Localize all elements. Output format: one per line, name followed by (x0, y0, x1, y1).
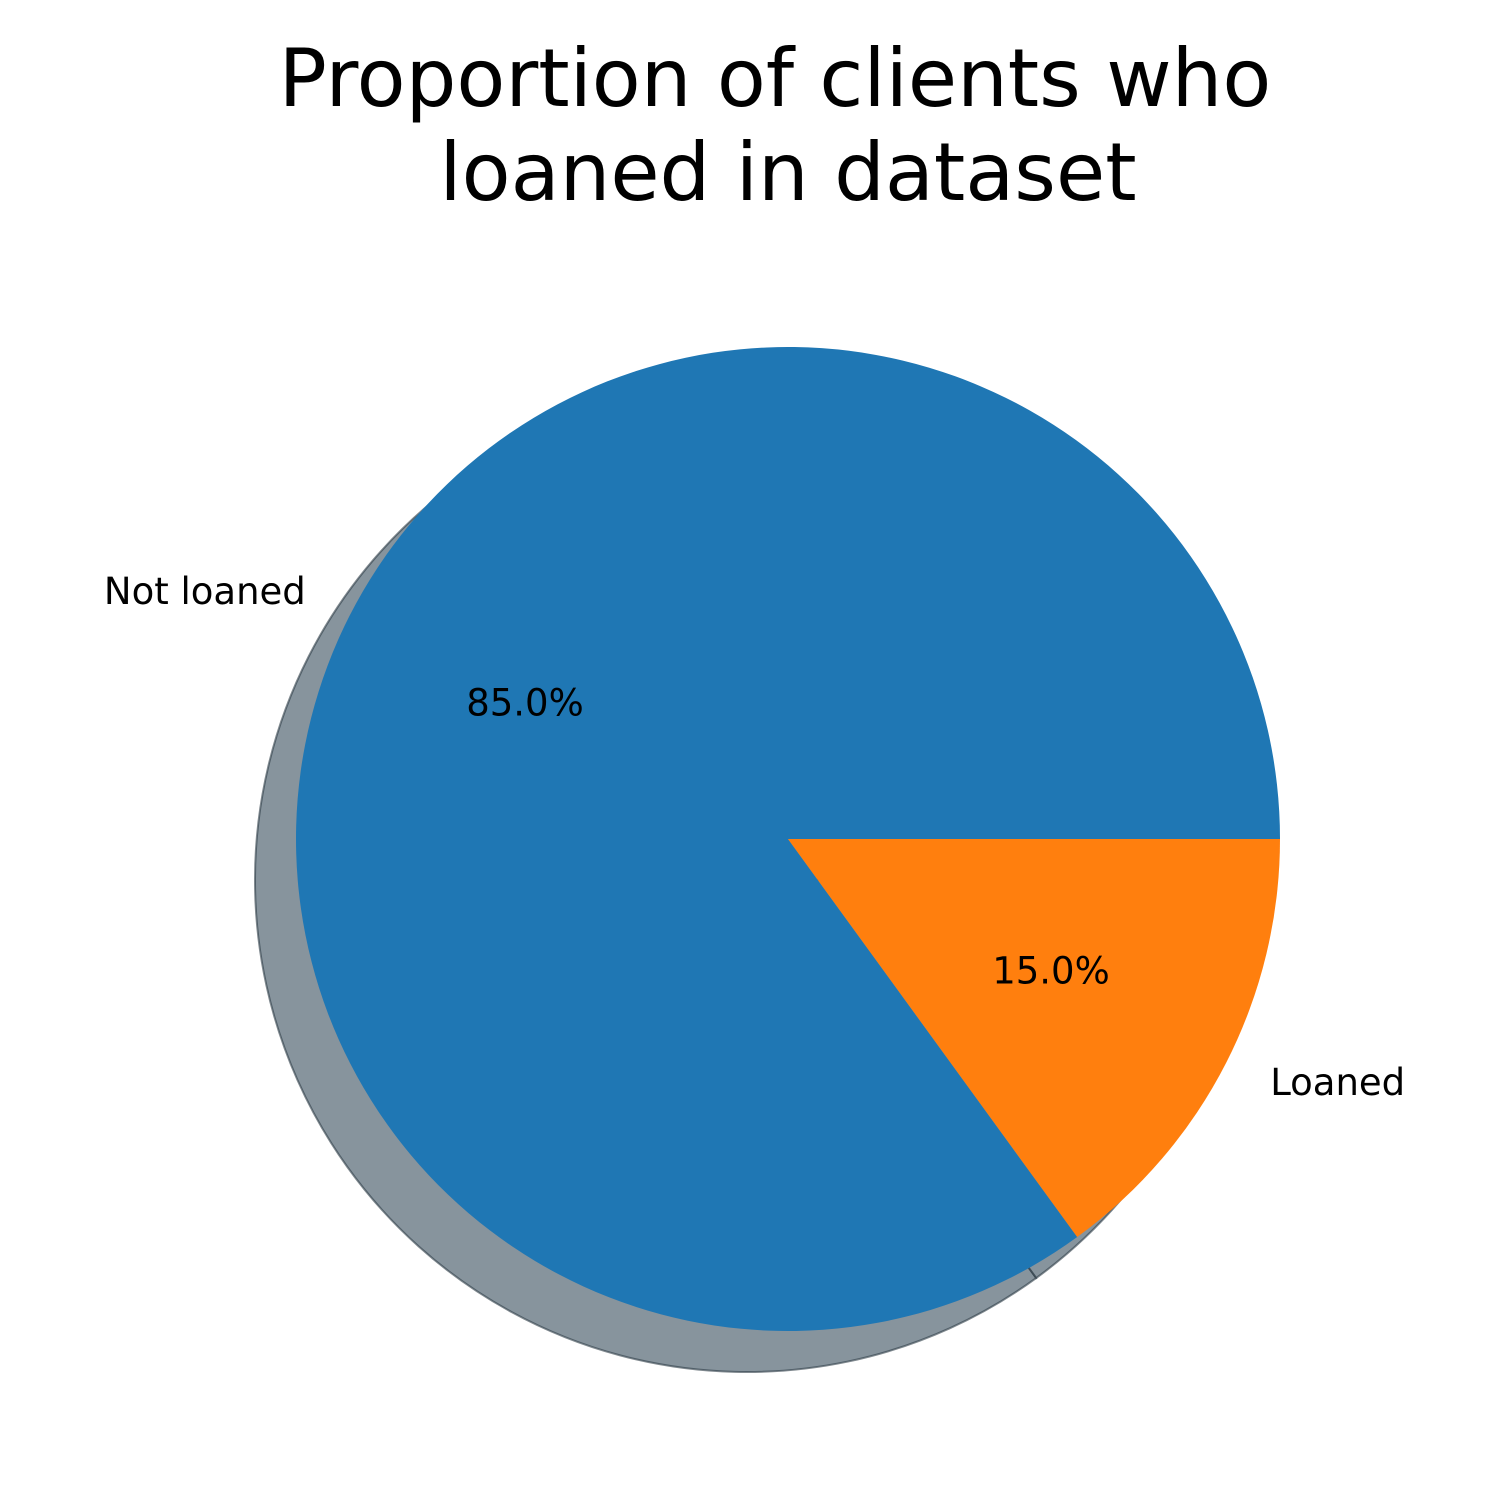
slice-label-loaned: Loaned (1270, 1061, 1405, 1104)
chart-title-line-2: loaned in dataset (439, 126, 1136, 219)
percent-label-loaned: 15.0% (992, 950, 1110, 993)
chart-title-line-1: Proportion of clients who (279, 32, 1272, 125)
pie-slices (296, 347, 1280, 1332)
pie-slice-not-loaned (296, 347, 1280, 1332)
pie-slice-loaned (788, 839, 1280, 1238)
percent-label-not-loaned: 85.0% (466, 682, 584, 725)
slice-label-not-loaned: Not loaned (104, 570, 306, 613)
pie-labels: Not loaned 85.0% Loaned 15.0% (104, 570, 1405, 1104)
